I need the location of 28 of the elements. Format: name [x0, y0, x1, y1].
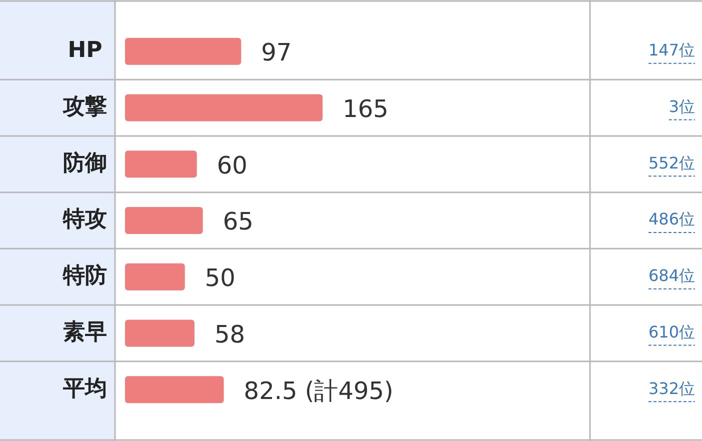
- y-tick-label: 攻撃: [62, 94, 107, 120]
- data-label: 50: [204, 264, 236, 292]
- data-label: 165: [342, 94, 388, 123]
- data-label: 60: [216, 151, 248, 180]
- y-tick-label: 平均: [62, 376, 107, 402]
- y-tick-label: 素早: [63, 320, 107, 345]
- data-label: 58: [214, 320, 246, 348]
- data-label: 97: [261, 38, 292, 67]
- y-tick-label: HP: [68, 38, 102, 64]
- bar: [125, 320, 194, 347]
- bar: [125, 150, 197, 178]
- y-tick-label: 防御: [63, 150, 107, 176]
- y-tick-label: 特防: [62, 264, 107, 289]
- bar: [125, 263, 185, 290]
- bar: [125, 94, 323, 122]
- text: 332位: [648, 378, 695, 398]
- y-tick-label: 特攻: [62, 207, 107, 232]
- text: 147位: [648, 40, 695, 60]
- text: 486位: [648, 210, 695, 229]
- bar: [125, 376, 224, 404]
- bar: [125, 206, 203, 234]
- data-label: 82.5 (計495): [244, 376, 394, 405]
- bar: [125, 38, 242, 65]
- data-label: 65: [222, 208, 254, 236]
- text: 684位: [648, 266, 695, 286]
- text: 3位: [668, 96, 695, 116]
- text: 610位: [648, 322, 695, 342]
- text: 552位: [648, 153, 695, 172]
